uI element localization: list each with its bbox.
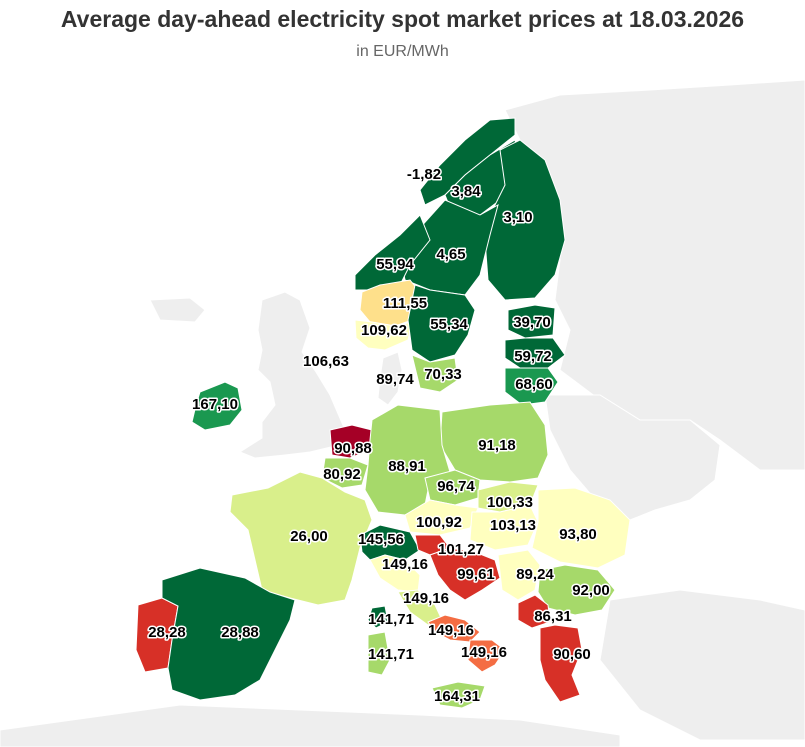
label-sk: 100,33 xyxy=(487,494,533,511)
zone-gr xyxy=(539,624,583,703)
zone-bg xyxy=(537,564,616,616)
label-at: 100,92 xyxy=(416,514,462,531)
zone-se4 xyxy=(411,354,459,393)
label-no4: -1,82 xyxy=(407,166,441,183)
label-be: 80,92 xyxy=(323,466,361,483)
zone-es xyxy=(161,567,296,701)
label-es: 28,88 xyxy=(221,624,259,641)
land-north-africa xyxy=(0,704,621,747)
zone-ro xyxy=(531,487,631,569)
zone-it-cala xyxy=(467,639,506,673)
zone-hr xyxy=(429,547,501,601)
label-it-sud: 149,16 xyxy=(428,622,474,639)
zone-lv xyxy=(504,337,566,369)
land-turkey xyxy=(599,589,805,741)
zone-hu xyxy=(469,504,539,551)
label-hu: 103,13 xyxy=(490,517,536,534)
label-de: 88,91 xyxy=(388,458,426,475)
zone-it-cnor xyxy=(369,554,421,593)
label-se1: 3,84 xyxy=(451,183,481,200)
label-gb: 106,63 xyxy=(303,353,349,370)
label-rs: 89,24 xyxy=(516,566,554,583)
zone-it-sud xyxy=(427,614,481,643)
zone-ee xyxy=(507,304,556,339)
land-great-britain xyxy=(238,291,346,459)
label-se4: 70,33 xyxy=(424,366,462,383)
label-hr: 99,61 xyxy=(457,566,495,583)
price-labels: -1,82 3,84 3,10 4,65 55,94 111,55 109,62… xyxy=(147,164,612,706)
zone-ie xyxy=(191,381,243,431)
label-ee: 39,70 xyxy=(513,314,551,331)
label-it-cala: 149,16 xyxy=(461,644,507,661)
background-land xyxy=(0,79,805,747)
zone-lt xyxy=(504,367,559,406)
label-fi: 3,10 xyxy=(503,209,532,226)
label-it-sard: 141,71 xyxy=(368,646,414,663)
label-fr: 26,00 xyxy=(290,528,328,545)
zone-pl xyxy=(439,401,549,483)
label-it-nord: 145,56 xyxy=(358,531,404,548)
label-si: 101,27 xyxy=(438,541,484,558)
zone-se3 xyxy=(407,284,476,363)
label-se3: 55,34 xyxy=(430,316,468,333)
label-gr: 90,60 xyxy=(553,646,591,663)
label-no2: 109,62 xyxy=(361,322,407,339)
label-dk1: 89,74 xyxy=(376,371,414,388)
label-mk: 86,31 xyxy=(534,608,572,625)
label-lt: 68,60 xyxy=(515,376,553,393)
label-no1: 111,55 xyxy=(383,295,427,312)
zone-it-sard xyxy=(367,631,391,676)
label-ie: 167,10 xyxy=(192,396,238,413)
label-it-csud: 149,16 xyxy=(403,590,449,607)
label-it-cnor: 149,16 xyxy=(382,556,428,573)
label-cz: 96,74 xyxy=(437,478,475,495)
label-it-sici: 164,31 xyxy=(434,688,480,705)
zone-it-sici xyxy=(431,681,486,709)
label-it-sard-n: 141,71 xyxy=(368,611,414,628)
label-se2: 4,65 xyxy=(436,246,465,263)
zone-dk1 xyxy=(377,351,403,406)
label-no3: 55,94 xyxy=(376,256,414,273)
label-nl: 90,88 xyxy=(334,440,372,457)
zone-it-sard-n xyxy=(367,605,389,629)
land-ukraine-belarus xyxy=(544,394,721,521)
map-title: Average day-ahead electricity spot marke… xyxy=(60,6,745,32)
zone-fr xyxy=(229,471,373,606)
label-ro: 93,80 xyxy=(559,526,597,543)
label-pt: 28,28 xyxy=(148,624,186,641)
zone-no4 xyxy=(419,117,516,206)
label-bg: 92,00 xyxy=(572,582,610,599)
land-iceland-fragment xyxy=(149,297,206,323)
map-subtitle: in EUR/MWh xyxy=(356,43,449,60)
zone-fi xyxy=(484,139,566,301)
zone-mk xyxy=(517,594,551,629)
zone-no3 xyxy=(354,214,431,291)
zone-rs xyxy=(497,549,541,601)
label-pl: 91,18 xyxy=(478,437,516,454)
zone-no2 xyxy=(354,319,413,351)
price-zones xyxy=(135,117,631,709)
label-lv: 59,72 xyxy=(514,348,552,365)
